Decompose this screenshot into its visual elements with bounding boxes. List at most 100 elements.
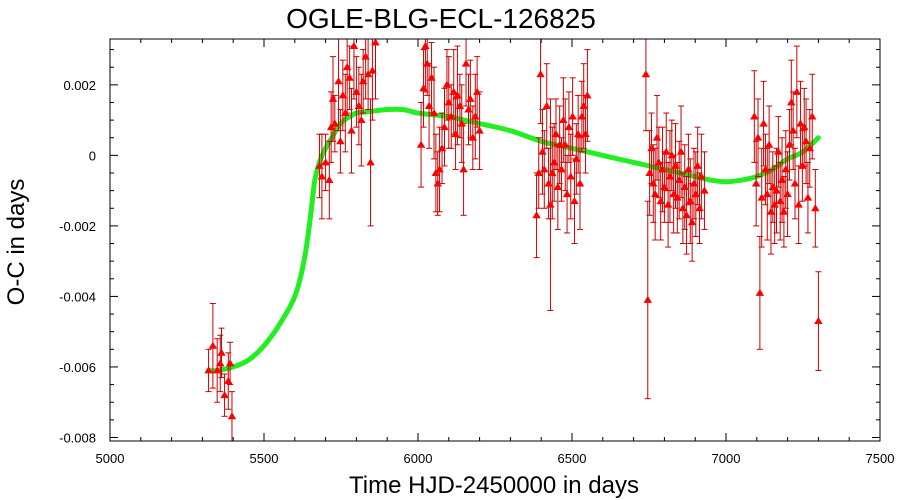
data-point [658,165,667,173]
data-point [548,168,557,176]
data-point [224,376,233,384]
data-point [645,168,654,176]
y-tick-label: -0.008 [59,430,96,445]
data-point [361,52,370,60]
data-point [342,63,352,71]
data-point [468,133,478,141]
data-point [471,112,480,120]
data-point [577,112,587,120]
data-point [549,158,559,166]
data-point [665,172,675,180]
data-point [424,101,434,109]
data-point [444,98,453,106]
data-point [217,348,226,356]
data-point [437,144,447,152]
data-point [536,70,545,78]
data-point [787,98,796,106]
data-point [347,126,356,134]
data-point [575,179,585,187]
data-point [363,70,373,78]
data-point [674,175,684,183]
y-axis-label: O-C in days [3,179,30,306]
data-point [566,172,575,180]
data-point [338,91,348,99]
data-point [814,316,823,325]
data-point [532,211,541,219]
data-point [798,161,807,169]
data-point [654,158,664,166]
data-point [751,179,761,187]
chart-title: OGLE-BLG-ECL-126825 [286,3,596,34]
data-point [546,200,555,208]
data-point [429,108,439,116]
data-point [755,288,765,296]
data-point [368,66,377,74]
data-point [220,390,229,399]
data-point [684,165,693,173]
data-point [647,144,656,152]
data-point [800,122,809,131]
data-point [801,137,811,145]
data-point [695,204,704,212]
data-point [581,130,590,138]
data-point [449,87,458,95]
data-point [764,140,774,148]
data-point [557,165,566,173]
data-point [435,165,444,173]
data-point [776,197,785,205]
data-point [216,359,225,367]
data-point [371,38,380,46]
x-tick-label: 6000 [404,451,433,466]
data-point [208,341,218,349]
data-point [352,87,361,95]
data-point [663,200,673,208]
data-point [763,189,772,198]
data-point [700,186,709,194]
data-point [753,133,763,141]
data-point [204,366,213,374]
data-point [317,172,327,180]
data-point [330,119,340,127]
data-point [643,295,652,303]
data-point [555,140,564,148]
data-point [472,87,482,95]
data-point [669,189,678,198]
data-point [667,151,676,159]
data-point [328,94,338,102]
data-point [783,189,792,198]
x-tick-label: 7500 [866,451,895,466]
data-point [768,182,778,191]
y-tick-label: 0.002 [63,78,96,93]
data-point [808,112,817,120]
y-tick-label: -0.004 [59,289,96,304]
plot-frame [109,38,881,442]
axis-ticks: 5000 5500 6000 6500 7000 7500 -0.008 -0.006 -0.0… [59,39,894,466]
data-point [457,119,466,127]
data-point [680,182,689,191]
data-point [212,366,222,374]
data-point [757,193,766,201]
data-point [321,158,330,166]
data-point [770,200,779,208]
data-point [570,197,579,205]
data-point [562,189,572,198]
data-point [442,80,452,88]
data-point [697,172,706,180]
data-point [455,101,465,109]
fit-curve-layer [206,106,821,374]
data-point [553,182,563,191]
data-point [759,119,768,127]
data-point [538,147,547,155]
data-point [315,161,324,169]
data-point [447,112,456,120]
data-point [811,204,820,212]
x-tick-label: 7000 [712,451,741,466]
data-point [542,101,551,109]
data-point [673,193,682,201]
data-point [345,73,354,81]
errorbar-layer [205,39,822,441]
data-point [779,207,789,215]
data-point [423,59,432,67]
data-point [459,165,468,173]
